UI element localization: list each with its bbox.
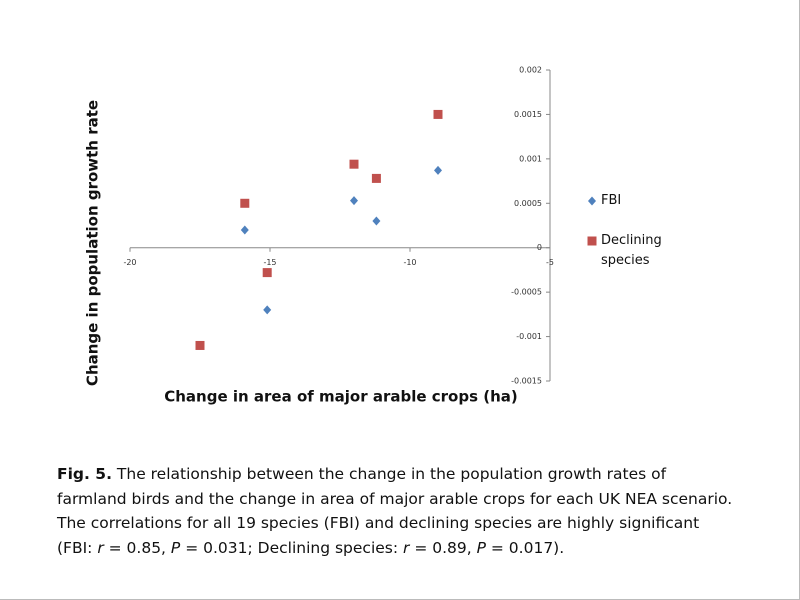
x-tick-label: -10 — [403, 258, 416, 267]
x-axis-title: Change in area of major arable crops (ha… — [164, 388, 517, 406]
caption-symbol: r — [403, 538, 410, 557]
caption-symbol: r — [97, 538, 104, 557]
point — [240, 198, 250, 208]
point — [434, 165, 442, 175]
caption-symbol: P — [170, 538, 181, 557]
y-tick-label: 0.002 — [519, 66, 542, 75]
caption-label: Fig. 5. — [57, 465, 112, 483]
caption-text: = 0.85, — [103, 538, 171, 557]
y-tick-label: 0 — [537, 243, 542, 252]
caption-text: = 0.017). — [485, 538, 565, 557]
point — [372, 216, 381, 226]
legend-label: Declining species — [601, 233, 662, 268]
legend-marker — [587, 236, 597, 246]
point — [240, 225, 249, 235]
point — [195, 340, 205, 350]
y-tick-label: 0.001 — [519, 154, 542, 163]
y-tick-label: -0.0015 — [511, 377, 542, 386]
caption-text: = 0.031; Declining species: — [180, 538, 404, 557]
caption: Fig. 5. The relationship between the cha… — [57, 462, 737, 560]
y-tick-label: -0.001 — [516, 332, 542, 341]
caption-symbol: P — [476, 538, 486, 557]
legend-marker — [588, 196, 596, 206]
legend-label: FBI — [601, 193, 622, 208]
x-tick-label: -5 — [546, 258, 554, 267]
y-tick-label: 0.0005 — [514, 199, 542, 208]
point — [350, 196, 358, 206]
y-axis-title: Change in population growth rate — [84, 100, 102, 386]
caption-text: The relationship between the change in t… — [57, 465, 733, 557]
x-tick-label: -20 — [123, 258, 136, 267]
point — [433, 109, 443, 119]
y-tick-label: 0.0015 — [514, 110, 542, 119]
caption-text: = 0.89, — [409, 538, 477, 557]
point — [371, 173, 381, 183]
y-tick-label: -0.0005 — [511, 288, 542, 297]
point — [263, 305, 272, 315]
point — [262, 268, 272, 278]
x-tick-label: -15 — [263, 258, 276, 267]
point — [349, 159, 359, 169]
